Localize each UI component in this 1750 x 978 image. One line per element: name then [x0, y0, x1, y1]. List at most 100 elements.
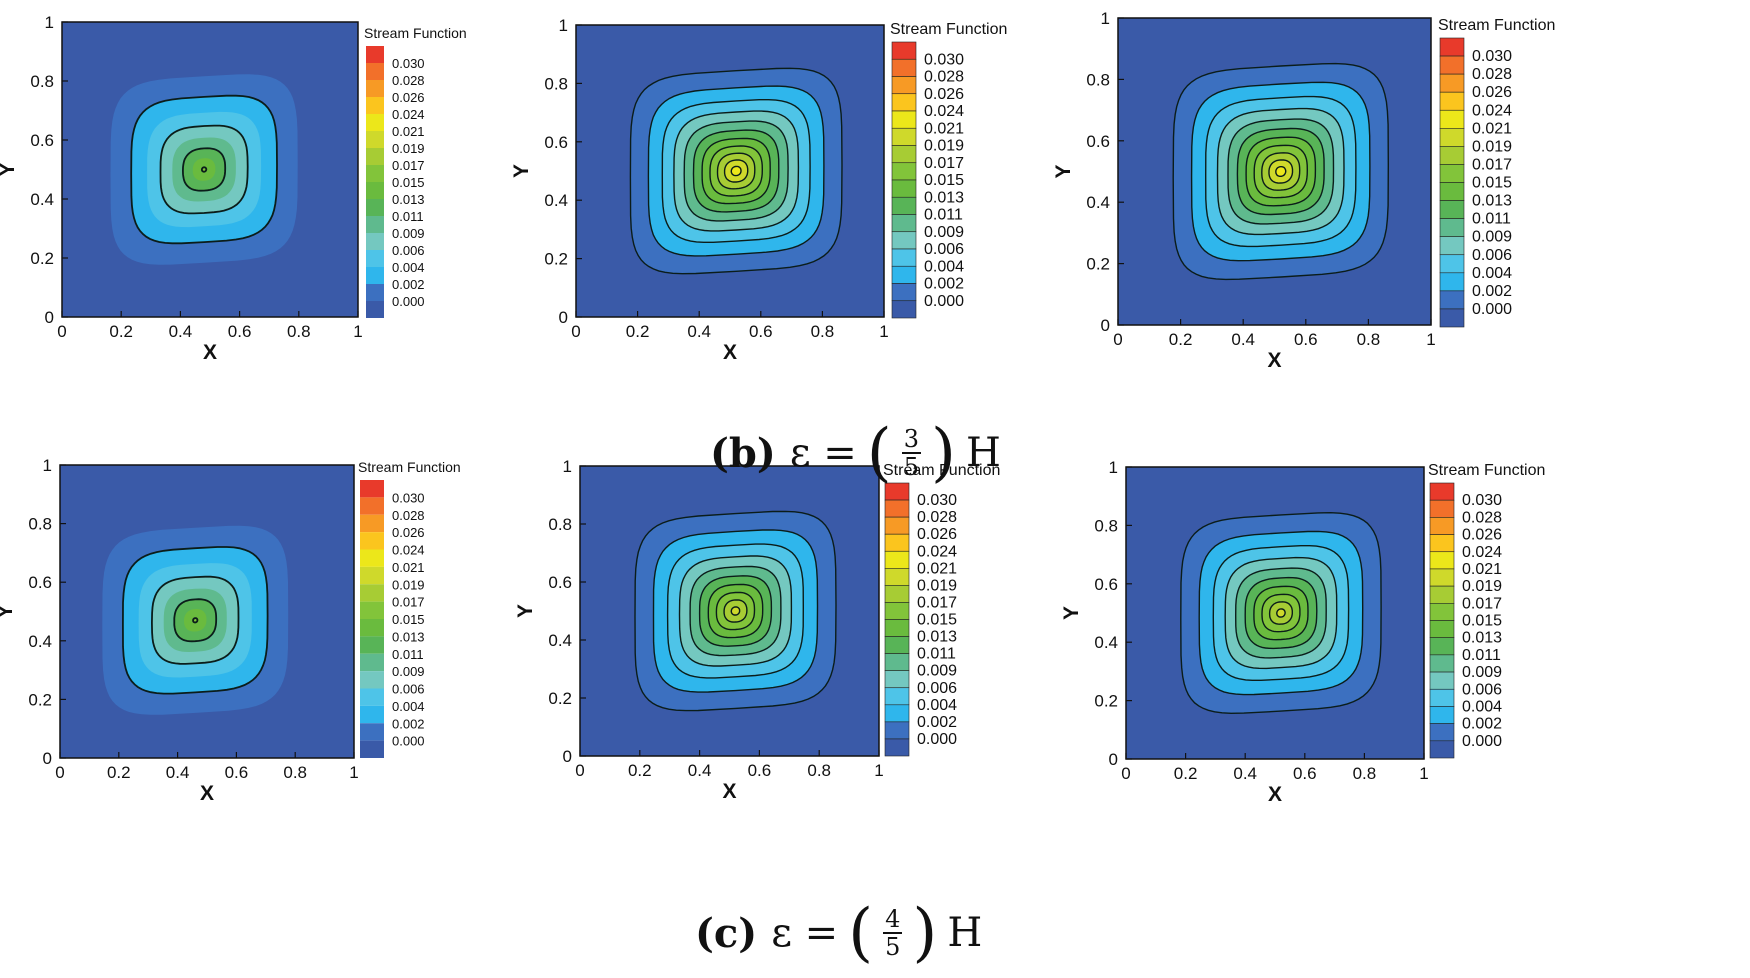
- legend-swatch: [1429, 706, 1455, 724]
- legend-swatch: [366, 301, 384, 318]
- y-tick-label: 0.8: [28, 515, 52, 534]
- legend-swatch: [1439, 308, 1465, 328]
- x-tick-label: 0: [571, 322, 580, 341]
- x-tick-label: 1: [879, 322, 888, 341]
- x-tick-label: 0.2: [626, 322, 650, 341]
- x-tick-label: 0: [575, 761, 584, 780]
- x-tick-label: 1: [874, 761, 883, 780]
- contour-line-4: [1227, 118, 1335, 225]
- legend-value: 0.011: [392, 209, 424, 224]
- contour-band-10: [1276, 608, 1286, 618]
- legend-swatch: [1439, 109, 1465, 129]
- legend: Stream Function 0.0300.0280.0260.0240.021…: [883, 462, 1000, 757]
- contour-line-2: [181, 147, 227, 192]
- contour-line-6: [1253, 585, 1309, 641]
- legend-value: 0.009: [917, 663, 957, 680]
- x-tick-label: 0.6: [1293, 764, 1317, 783]
- x-tick-label: 0: [1113, 330, 1122, 349]
- x-tick-label: 0.4: [169, 322, 193, 341]
- legend-value: 0.030: [917, 492, 957, 509]
- x-axis-label: X: [203, 341, 217, 364]
- legend-swatch: [360, 601, 384, 619]
- legend-swatch: [1429, 740, 1455, 759]
- legend-value: 0.017: [392, 595, 425, 610]
- y-tick-label: 0.6: [1094, 575, 1118, 594]
- legend-swatch: [360, 619, 384, 637]
- legend-value: 0.024: [924, 103, 964, 120]
- legend-swatch: [366, 114, 384, 131]
- legend-title: Stream Function: [1428, 462, 1545, 479]
- contour-line-1: [150, 575, 240, 665]
- panel-top-left: 0 0.2 0.4 0.6 0.8 1 0 0.2 0.4 0.6 0.8 1 X Y Stream Fun…: [0, 13, 467, 364]
- legend-value: 0.021: [392, 560, 425, 575]
- y-tick-label: 0.4: [1086, 193, 1110, 212]
- legend-swatch: [1439, 55, 1465, 75]
- legend-value: 0.019: [392, 577, 425, 592]
- y-tick-label: 0.8: [30, 72, 54, 91]
- legend-swatch: [891, 300, 917, 319]
- x-tick-label: 0.2: [628, 761, 652, 780]
- contour-line-0: [634, 510, 837, 712]
- caption-b-numerator: 3: [901, 425, 922, 454]
- legend-swatch: [884, 738, 910, 757]
- x-tick-label: 0: [1121, 764, 1130, 783]
- legend-value: 0.002: [392, 716, 425, 731]
- legend-swatch: [884, 704, 910, 723]
- legend-swatch: [1429, 499, 1455, 518]
- caption-b-tag: (b): [710, 429, 776, 477]
- y-tick-label: 0: [43, 749, 52, 768]
- legend-title: Stream Function: [364, 25, 467, 41]
- legend-swatch: [1439, 290, 1465, 310]
- contour-line-2: [661, 99, 811, 243]
- y-tick-label: 0.8: [544, 74, 568, 93]
- legend-swatch: [891, 58, 917, 77]
- legend-swatch: [366, 182, 384, 199]
- legend-value: 0.011: [1472, 211, 1511, 228]
- caption-b-close-paren: ): [931, 416, 956, 490]
- legend-swatch: [1439, 182, 1465, 201]
- legend-swatch: [360, 636, 384, 654]
- y-tick-label: 0.2: [548, 689, 572, 708]
- legend-value: 0.015: [924, 172, 964, 189]
- contour-line-2: [1212, 545, 1350, 681]
- legend-swatch: [366, 131, 384, 148]
- legend-swatch: [1429, 654, 1455, 673]
- legend-value: 0.004: [392, 699, 425, 714]
- legend-swatch: [1429, 620, 1455, 638]
- legend-swatch: [1439, 164, 1465, 183]
- legend-value: 0.024: [917, 543, 957, 560]
- y-tick-label: 0.6: [30, 131, 54, 150]
- x-tick-label: 1: [1426, 330, 1435, 349]
- caption-c-numerator: 4: [883, 905, 903, 934]
- legend-swatch: [884, 585, 910, 603]
- legend-swatch: [360, 497, 384, 515]
- contour-line-3: [678, 555, 793, 667]
- legend-swatch: [1439, 272, 1465, 292]
- legend-value: 0.002: [1462, 716, 1502, 733]
- legend-swatch: [1429, 723, 1455, 742]
- y-tick-label: 0: [563, 747, 572, 766]
- legend-value: 0.015: [917, 612, 957, 629]
- contour-line-7: [709, 145, 764, 197]
- legend-value: 0.011: [917, 646, 956, 663]
- legend-value: 0.030: [392, 56, 425, 71]
- x-tick-label: 0.4: [166, 763, 190, 782]
- legend-swatch: [891, 248, 917, 267]
- legend-swatch: [360, 723, 384, 741]
- contour-line-3: [1216, 107, 1345, 236]
- legend-swatch: [366, 216, 384, 233]
- x-tick-label: 0.6: [228, 322, 252, 341]
- legend-swatch: [360, 480, 384, 498]
- legend-value: 0.006: [924, 241, 964, 258]
- legend-value: 0.017: [924, 155, 964, 172]
- x-tick-label: 0.6: [748, 761, 772, 780]
- legend-swatch: [1429, 482, 1455, 501]
- contour-line-5: [1244, 576, 1318, 650]
- x-tick-label: 0.8: [283, 763, 307, 782]
- plot-frame: [61, 21, 359, 318]
- contour-line-9: [1268, 159, 1294, 184]
- legend-value: 0.004: [1472, 265, 1512, 282]
- legend-swatch: [1429, 637, 1455, 656]
- legend-value: 0.009: [392, 226, 425, 241]
- legend-swatch: [884, 653, 910, 671]
